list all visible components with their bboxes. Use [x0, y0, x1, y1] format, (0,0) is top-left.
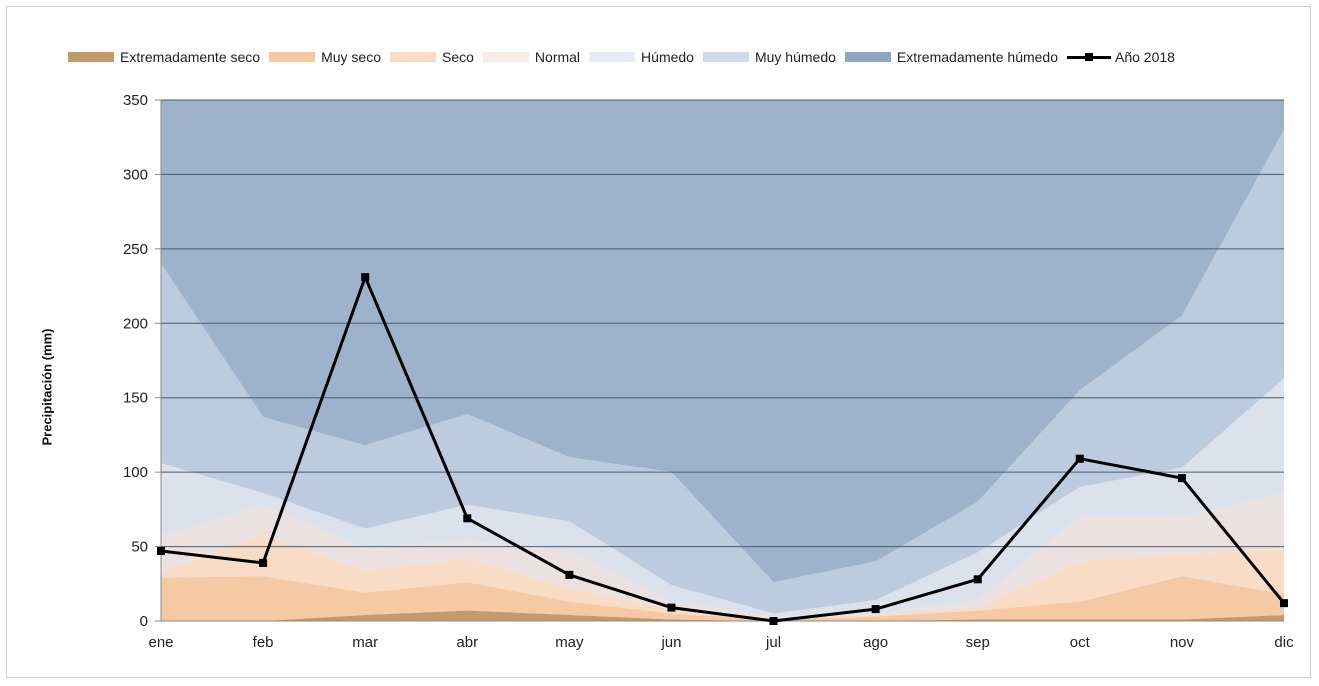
legend-swatch-muy-seco — [269, 52, 316, 62]
series-point-feb — [259, 558, 268, 567]
y-tick-label-100: 100 — [123, 464, 148, 481]
legend-item-ano-2018: Año 2018 — [1067, 49, 1175, 65]
y-axis-label: Precipitación (mm) — [39, 328, 55, 446]
legend-label-extremadamente-humedo: Extremadamente húmedo — [896, 49, 1058, 65]
x-tick-label-oct: oct — [1070, 634, 1091, 651]
band-extremadamente-seco — [161, 610, 1284, 621]
x-tick-label-mar: mar — [352, 634, 378, 651]
legend-item-extremadamente-humedo: Extremadamente húmedo — [844, 49, 1058, 65]
series-point-oct — [1075, 454, 1084, 463]
band-muy-humedo — [161, 129, 1284, 614]
legend-swatch-seco — [390, 52, 436, 62]
y-tick-label-250: 250 — [123, 241, 148, 258]
x-tick-label-abr: abr — [456, 634, 478, 651]
legend-item-muy-humedo: Muy húmedo — [702, 49, 836, 65]
x-tick-label-ene: ene — [148, 634, 173, 651]
series-point-nov — [1177, 474, 1186, 483]
legend-swatch-extremadamente-seco — [68, 52, 114, 62]
x-tick-label-may: may — [555, 634, 584, 651]
band-areas — [161, 100, 1284, 621]
axes — [155, 99, 1284, 622]
legend-label-ano-2018: Año 2018 — [1115, 49, 1175, 65]
legend-item-seco: Seco — [390, 49, 474, 65]
series-point-jun — [667, 603, 676, 612]
y-tick-label-350: 350 — [123, 92, 148, 109]
series-point-ene — [157, 547, 165, 556]
series-point-dic — [1280, 599, 1288, 608]
legend-item-humedo: Húmedo — [589, 49, 694, 65]
band-seco — [161, 534, 1284, 620]
gridlines — [161, 99, 1284, 548]
legend-swatch-extremadamente-humedo — [844, 52, 891, 62]
legend-swatch-humedo — [589, 52, 636, 62]
y-tick-label-150: 150 — [123, 390, 148, 407]
y-tick-label-50: 50 — [131, 539, 148, 556]
series-point-jul — [769, 617, 778, 625]
y-tick-label-300: 300 — [123, 166, 148, 183]
legend-item-normal: Normal — [482, 49, 581, 65]
x-tick-label-jun: jun — [660, 634, 681, 651]
legend-label-extremadamente-seco: Extremadamente seco — [120, 49, 261, 65]
legend: Extremadamente seco Muy seco Seco Normal… — [68, 47, 1184, 67]
x-tick-label-feb: feb — [253, 634, 274, 651]
series-point-abr — [463, 514, 472, 523]
series-point-mar — [361, 273, 370, 282]
legend-label-humedo: Húmedo — [641, 49, 694, 65]
legend-item-muy-seco: Muy seco — [269, 49, 381, 65]
series-point-ago — [871, 605, 880, 614]
legend-label-normal: Normal — [534, 49, 581, 65]
tick-labels: 0 50 100 150 200 250 300 350 ene feb mar abr may jun j… — [123, 92, 1294, 651]
legend-line-ano-2018 — [1067, 52, 1111, 62]
series-point-sep — [973, 575, 982, 584]
x-tick-label-sep: sep — [966, 634, 990, 651]
y-tick-label-200: 200 — [123, 315, 148, 332]
x-tick-label-ago: ago — [863, 634, 888, 651]
legend-swatch-muy-humedo — [702, 52, 749, 62]
series-line-ano-2018 — [160, 275, 1286, 623]
x-tick-label-jul: jul — [765, 634, 781, 651]
band-extremadamente-humedo — [161, 100, 1284, 583]
legend-label-seco: Seco — [442, 49, 474, 65]
legend-label-muy-seco: Muy seco — [321, 49, 381, 65]
band-humedo — [161, 378, 1284, 617]
x-tick-label-nov: nov — [1170, 634, 1195, 651]
legend-label-muy-humedo: Muy húmedo — [754, 49, 836, 65]
series-lines — [157, 273, 1288, 625]
series-point-may — [565, 570, 574, 579]
legend-swatch-normal — [482, 52, 529, 62]
x-tick-label-dic: dic — [1274, 634, 1294, 651]
band-normal — [161, 493, 1284, 618]
y-tick-label-0: 0 — [140, 613, 148, 630]
band-muy-seco — [161, 576, 1284, 621]
legend-item-extremadamente-seco: Extremadamente seco — [68, 49, 260, 65]
